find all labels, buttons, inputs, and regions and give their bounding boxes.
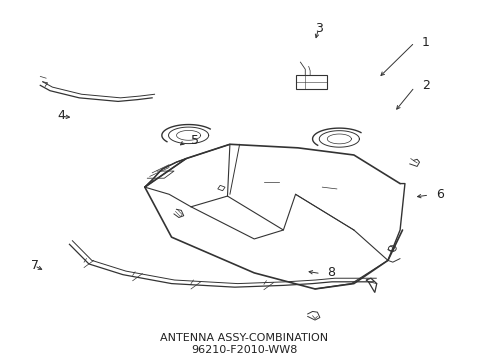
Text: 6: 6 xyxy=(436,188,444,201)
Text: 1: 1 xyxy=(421,36,429,49)
Text: 7: 7 xyxy=(30,259,39,272)
Text: 2: 2 xyxy=(421,79,429,92)
Text: 5: 5 xyxy=(191,134,199,147)
Text: 4: 4 xyxy=(57,109,65,122)
Text: ANTENNA ASSY-COMBINATION
96210-F2010-WW8: ANTENNA ASSY-COMBINATION 96210-F2010-WW8 xyxy=(160,333,328,355)
FancyBboxPatch shape xyxy=(295,75,326,89)
Text: 3: 3 xyxy=(314,22,322,35)
Polygon shape xyxy=(217,185,224,191)
Polygon shape xyxy=(366,278,376,293)
Text: 8: 8 xyxy=(326,266,334,279)
Circle shape xyxy=(387,246,395,251)
